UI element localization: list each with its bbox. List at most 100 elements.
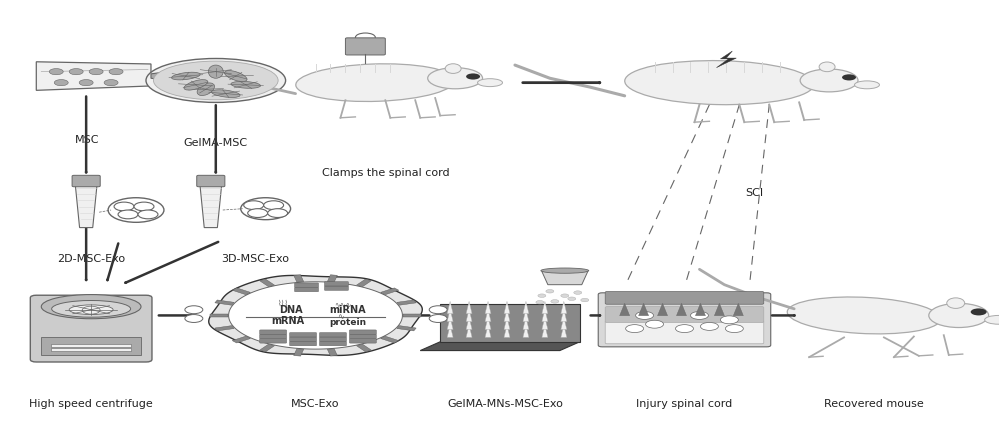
- Polygon shape: [381, 336, 399, 343]
- Circle shape: [54, 80, 68, 86]
- Polygon shape: [229, 282, 402, 349]
- Ellipse shape: [211, 90, 240, 97]
- Polygon shape: [639, 303, 649, 316]
- Polygon shape: [466, 325, 472, 337]
- Text: SCI: SCI: [745, 188, 763, 198]
- Polygon shape: [542, 325, 548, 337]
- Circle shape: [123, 212, 133, 217]
- Ellipse shape: [231, 81, 260, 88]
- Polygon shape: [561, 309, 567, 322]
- Circle shape: [118, 210, 138, 219]
- Circle shape: [269, 203, 279, 207]
- Circle shape: [109, 69, 123, 75]
- Polygon shape: [714, 303, 724, 316]
- Polygon shape: [620, 303, 630, 316]
- Polygon shape: [356, 279, 371, 287]
- FancyBboxPatch shape: [349, 334, 376, 339]
- FancyBboxPatch shape: [324, 286, 348, 290]
- Ellipse shape: [625, 61, 814, 105]
- Polygon shape: [466, 309, 472, 322]
- Text: Recovered mouse: Recovered mouse: [824, 399, 924, 409]
- Circle shape: [138, 210, 158, 219]
- Polygon shape: [716, 51, 736, 68]
- Circle shape: [676, 325, 693, 332]
- FancyBboxPatch shape: [349, 339, 376, 343]
- Ellipse shape: [947, 298, 965, 309]
- Ellipse shape: [184, 80, 208, 90]
- Ellipse shape: [428, 68, 483, 89]
- Polygon shape: [151, 71, 174, 81]
- FancyBboxPatch shape: [260, 330, 287, 334]
- Polygon shape: [210, 314, 228, 317]
- Circle shape: [700, 323, 718, 330]
- Circle shape: [134, 202, 154, 211]
- Polygon shape: [561, 317, 567, 329]
- Polygon shape: [523, 317, 529, 329]
- Circle shape: [104, 80, 118, 86]
- Polygon shape: [232, 336, 250, 343]
- Polygon shape: [75, 184, 97, 228]
- Circle shape: [626, 325, 644, 332]
- Ellipse shape: [52, 301, 131, 317]
- Text: MSC: MSC: [75, 135, 99, 145]
- Polygon shape: [695, 303, 705, 316]
- Ellipse shape: [197, 83, 215, 95]
- Ellipse shape: [929, 303, 989, 328]
- Circle shape: [119, 204, 129, 209]
- FancyBboxPatch shape: [349, 330, 376, 334]
- Text: miRNA: miRNA: [329, 305, 366, 315]
- Circle shape: [538, 294, 546, 297]
- Ellipse shape: [478, 79, 502, 87]
- Ellipse shape: [985, 316, 1000, 324]
- Circle shape: [551, 300, 559, 303]
- Polygon shape: [209, 275, 422, 355]
- Polygon shape: [36, 62, 151, 90]
- Polygon shape: [260, 279, 275, 287]
- Circle shape: [139, 204, 149, 209]
- Text: GelMA-MSC: GelMA-MSC: [184, 138, 248, 149]
- Circle shape: [185, 315, 203, 323]
- FancyBboxPatch shape: [345, 38, 385, 55]
- Polygon shape: [466, 301, 472, 314]
- Polygon shape: [542, 271, 588, 285]
- Polygon shape: [485, 325, 491, 337]
- FancyBboxPatch shape: [260, 334, 287, 339]
- FancyBboxPatch shape: [320, 332, 346, 337]
- Circle shape: [546, 290, 554, 293]
- Ellipse shape: [153, 61, 278, 100]
- Polygon shape: [485, 317, 491, 329]
- Polygon shape: [523, 309, 529, 322]
- Circle shape: [185, 306, 203, 314]
- Circle shape: [49, 69, 63, 75]
- FancyBboxPatch shape: [197, 175, 225, 187]
- Text: MSC-Exo: MSC-Exo: [291, 399, 340, 409]
- Polygon shape: [523, 301, 529, 314]
- Polygon shape: [504, 309, 510, 322]
- FancyBboxPatch shape: [324, 282, 348, 286]
- Polygon shape: [542, 317, 548, 329]
- Polygon shape: [542, 301, 548, 314]
- Polygon shape: [327, 349, 337, 356]
- Circle shape: [82, 306, 100, 314]
- Bar: [41, 337, 141, 355]
- Polygon shape: [397, 300, 416, 305]
- Circle shape: [690, 312, 708, 320]
- Polygon shape: [504, 301, 510, 314]
- Polygon shape: [485, 301, 491, 314]
- Circle shape: [842, 74, 856, 80]
- Circle shape: [568, 297, 576, 301]
- Circle shape: [268, 209, 288, 217]
- Polygon shape: [294, 349, 304, 356]
- Polygon shape: [485, 309, 491, 322]
- Polygon shape: [200, 184, 222, 228]
- FancyBboxPatch shape: [295, 287, 319, 292]
- Circle shape: [108, 198, 164, 222]
- Polygon shape: [561, 325, 567, 337]
- Circle shape: [561, 294, 569, 297]
- Circle shape: [636, 312, 654, 320]
- Circle shape: [429, 306, 447, 314]
- Polygon shape: [733, 303, 743, 316]
- Text: protein: protein: [329, 318, 366, 327]
- Polygon shape: [327, 275, 337, 282]
- Polygon shape: [542, 309, 548, 322]
